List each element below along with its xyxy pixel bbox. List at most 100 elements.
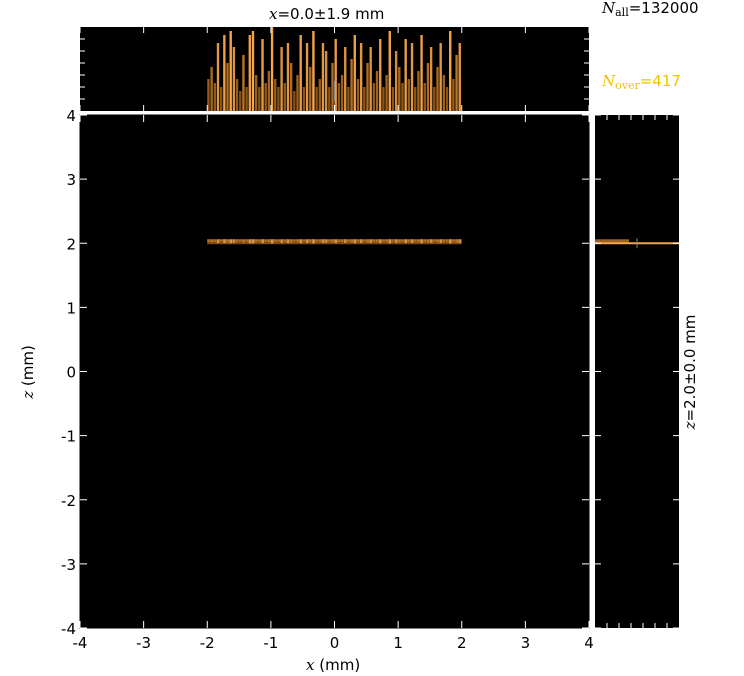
x-histogram-bar xyxy=(207,79,210,111)
beam-cell xyxy=(420,239,423,244)
y-tick-label: -4 xyxy=(61,620,76,638)
beam-cell xyxy=(449,239,452,244)
beam-cell xyxy=(264,239,268,242)
beam-cell xyxy=(366,239,369,243)
x-histogram-bar xyxy=(223,35,226,111)
beam-cell xyxy=(334,239,338,244)
beam-cell xyxy=(452,239,455,243)
x-histogram-bar xyxy=(283,83,286,111)
x-histogram-bar xyxy=(372,83,376,111)
x-tick-label: -2 xyxy=(200,634,215,652)
x-histogram-bar xyxy=(216,43,220,111)
x-histogram-bar xyxy=(407,79,411,111)
beam-cell xyxy=(289,239,293,243)
x-histogram-bar xyxy=(452,79,455,111)
beam-cell xyxy=(210,239,214,243)
beam-cell xyxy=(401,239,404,242)
x-histogram-bar xyxy=(439,43,442,111)
x-histogram-bar xyxy=(219,87,223,111)
beam-cell xyxy=(436,239,439,243)
main-plot-svg xyxy=(207,239,462,245)
beam-cell xyxy=(223,239,226,244)
x-histogram-bar xyxy=(404,39,407,111)
beam-cell xyxy=(232,239,236,243)
x-tick-label: -3 xyxy=(136,634,151,652)
x-histogram-bar xyxy=(458,43,461,111)
x-histogram-bar xyxy=(356,79,360,111)
x-histogram-bar xyxy=(420,35,423,111)
x-histogram-bar xyxy=(264,83,267,111)
beam-cell xyxy=(385,239,388,243)
y-tick-label: -2 xyxy=(61,492,76,510)
beam-cell xyxy=(417,239,420,243)
beam-cell xyxy=(305,239,309,243)
z-histogram-panel xyxy=(595,115,679,628)
beam-cell xyxy=(391,239,395,242)
main-plot-area xyxy=(80,115,589,628)
x-histogram-bar xyxy=(429,47,433,111)
beam-cell xyxy=(309,239,312,243)
beam-cell xyxy=(340,239,344,243)
y-tick-label: -1 xyxy=(61,428,76,446)
beam-cell xyxy=(254,239,258,243)
x-histogram-bar xyxy=(340,75,344,111)
x-histogram-bar xyxy=(293,91,296,111)
x-histogram-bar xyxy=(391,87,395,111)
beam-cell xyxy=(347,239,350,242)
n-all-label: Nall=132000 xyxy=(602,0,699,19)
beam-cell xyxy=(296,239,299,243)
beam-cell xyxy=(372,239,376,242)
x-histogram-bar xyxy=(350,59,353,111)
x-histogram-bar xyxy=(398,67,401,111)
beam-cell xyxy=(353,239,357,244)
beam-cell xyxy=(245,239,249,242)
x-histogram-bar xyxy=(436,67,439,111)
x-tick-label: 0 xyxy=(330,634,340,652)
x-histogram-bar xyxy=(445,87,449,111)
beam-cell xyxy=(258,239,261,242)
x-histogram-bar xyxy=(315,87,318,111)
beam-cell xyxy=(350,239,353,243)
x-histogram-bar xyxy=(305,43,309,111)
y-tick-label: -3 xyxy=(61,556,76,574)
beam-cell xyxy=(274,239,277,243)
x-tick-label: 3 xyxy=(521,634,531,652)
x-histogram-bar xyxy=(267,71,271,111)
x-histogram-bar xyxy=(382,87,385,111)
beam-cell xyxy=(344,239,347,243)
beam-cell xyxy=(324,239,328,243)
beam-cell xyxy=(261,239,264,244)
x-histogram-bar xyxy=(248,35,251,111)
beam-cell xyxy=(267,239,271,243)
x-histogram-bar xyxy=(235,79,239,111)
beam-cell xyxy=(229,239,233,244)
x-histogram-bar xyxy=(251,31,255,111)
beam-cell xyxy=(369,239,373,243)
x-histogram-bar xyxy=(366,63,369,111)
x-tick-label: -1 xyxy=(263,634,278,652)
beam-cell xyxy=(442,239,446,243)
x-histogram-bar xyxy=(296,75,299,111)
beam-cell xyxy=(318,239,322,243)
beam-cell xyxy=(328,239,331,242)
beam-cell xyxy=(219,239,223,242)
beam-cell xyxy=(423,239,427,242)
y-axis-label: z (mm) xyxy=(19,345,37,399)
x-histogram-bar xyxy=(455,55,458,111)
x-histogram-bar xyxy=(277,87,280,111)
x-histogram-bar xyxy=(394,51,398,111)
x-histogram-bar xyxy=(210,67,213,111)
z-histogram-bar xyxy=(595,239,629,244)
x-histogram-bar xyxy=(426,63,430,111)
beam-cell xyxy=(213,239,217,242)
x-histogram-bar xyxy=(337,83,341,111)
x-histogram-bar xyxy=(442,75,446,111)
beam-cell xyxy=(455,239,458,243)
x-histogram-bar xyxy=(270,27,274,111)
x-tick-label: 2 xyxy=(457,634,467,652)
beam-cell xyxy=(404,239,408,244)
beam-cell xyxy=(398,239,401,243)
x-histogram-bar xyxy=(344,47,347,111)
x-histogram-bar xyxy=(334,39,337,111)
